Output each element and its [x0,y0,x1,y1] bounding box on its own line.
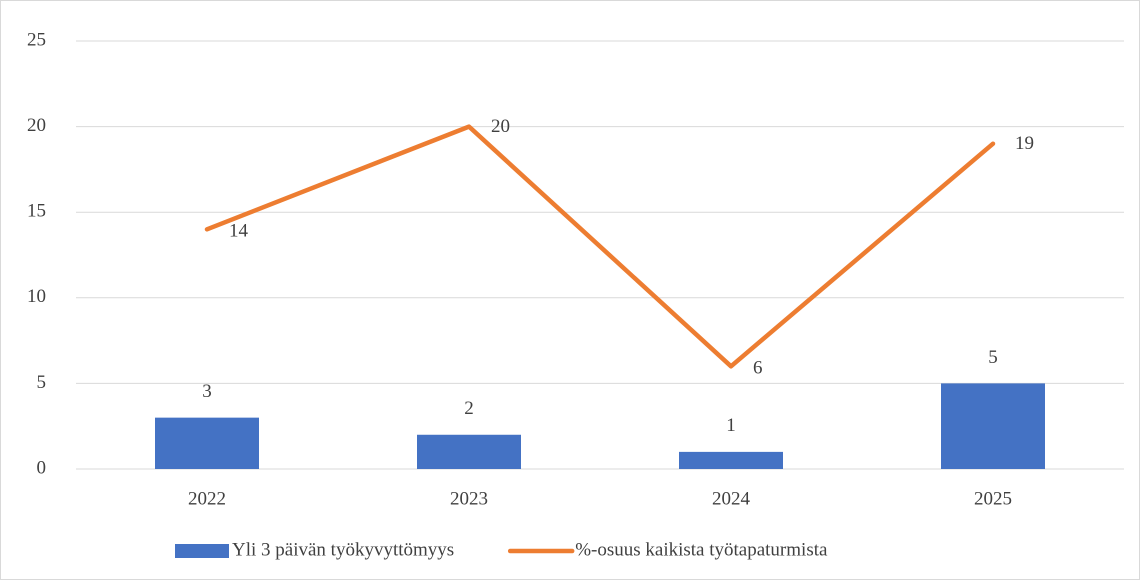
data-label: 20 [491,116,510,137]
x-tick-label: 2022 [188,488,226,509]
data-label: 19 [1015,133,1034,154]
line [204,124,996,369]
bar [417,434,521,469]
y-tick-label: 25 [27,29,46,50]
data-label: 1 [726,415,736,436]
legend-label: Yli 3 päivän työkyvyttömyys [232,539,454,560]
bar [679,451,783,469]
x-tick-label: 2023 [450,488,488,509]
y-tick-label: 10 [27,286,46,307]
legend-label: %-osuus kaikista työtapaturmista [575,539,828,560]
x-tick-label: 2025 [974,488,1012,509]
data-label: 6 [753,358,763,379]
y-tick-label: 5 [37,372,47,393]
legend-swatch [175,544,229,558]
x-tick-label: 2024 [712,488,751,509]
y-tick-label: 15 [27,201,46,222]
bar [941,383,1045,469]
y-tick-label: 0 [37,457,47,478]
data-label: 2 [464,398,474,419]
data-label: 3 [202,381,212,402]
bar [155,417,259,469]
y-tick-label: 20 [27,115,46,136]
data-label: 14 [229,221,249,242]
data-label: 5 [988,347,998,368]
